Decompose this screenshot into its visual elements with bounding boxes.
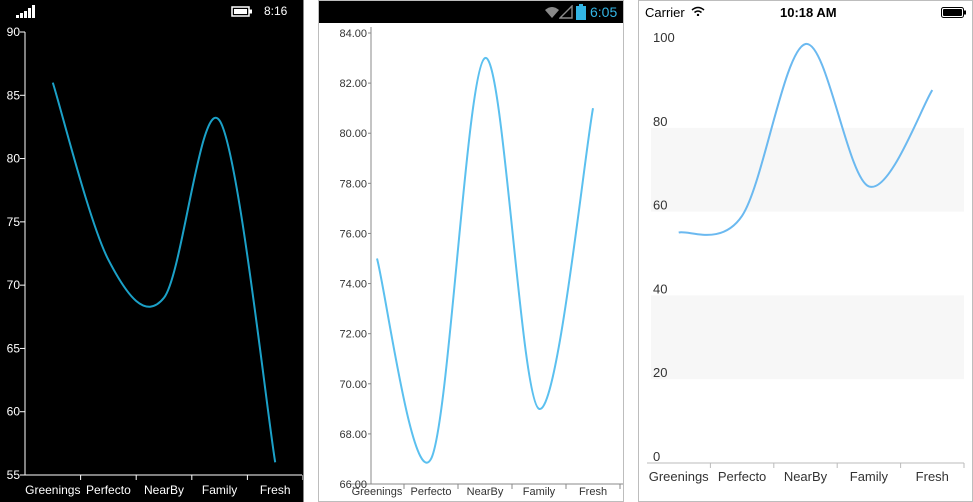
x-tick-label: Greenings — [649, 469, 709, 484]
y-tick-label: 70 — [7, 278, 21, 292]
y-tick-label: 78.00 — [339, 178, 367, 190]
y-tick-label: 100 — [653, 30, 675, 45]
y-tick-label: 60 — [7, 405, 21, 419]
y-tick-label: 60 — [653, 198, 667, 213]
y-tick-label: 82.00 — [339, 78, 367, 90]
y-tick-label: 76.00 — [339, 228, 367, 240]
x-tick-label: Greenings — [25, 483, 80, 497]
series-line — [377, 58, 593, 463]
x-tick-label: Perfecto — [718, 469, 766, 484]
line-chart: 90 85 80 75 70 65 60 55 Greenings Perfecto NearBy F… — [0, 0, 304, 502]
ios-phone-screen: Carrier 10:18 AM 100 80 60 40 20 0 Greenings Pe… — [638, 0, 973, 502]
x-tick-label: Greenings — [352, 486, 403, 498]
y-tick-label: 55 — [7, 468, 21, 482]
y-tick-label: 80.00 — [339, 128, 367, 140]
series-line — [53, 83, 275, 463]
android-phone-screen: 6:05 84.00 82.00 80.00 78.00 76.00 74.00 72.00… — [318, 0, 624, 502]
y-tick-label: 70.00 — [339, 379, 367, 391]
x-tick-label: Family — [850, 469, 889, 484]
x-tick-label: NearBy — [784, 469, 828, 484]
line-chart: 100 80 60 40 20 0 Greenings Perfecto NearBy Famil… — [639, 1, 973, 502]
x-tick-label: Perfecto — [86, 483, 131, 497]
grid-band — [651, 295, 964, 379]
x-tick-label: NearBy — [144, 483, 184, 497]
line-chart: 84.00 82.00 80.00 78.00 76.00 74.00 72.00 70.00… — [319, 1, 624, 502]
y-tick-label: 80 — [653, 114, 667, 129]
y-tick-label: 74.00 — [339, 279, 367, 291]
x-tick-label: Family — [202, 483, 237, 497]
grid-band — [651, 128, 964, 212]
x-tick-label: NearBy — [467, 486, 504, 498]
x-tick-label: Fresh — [260, 483, 291, 497]
windows-phone-screen: 8:16 90 85 80 75 70 65 60 55 Greenings Perfecto Ne… — [0, 0, 304, 502]
x-tick-label: Fresh — [916, 469, 949, 484]
x-tick-label: Perfecto — [411, 486, 452, 498]
x-tick-label: Family — [523, 486, 556, 498]
y-tick-label: 90 — [7, 25, 21, 39]
y-tick-label: 68.00 — [339, 429, 367, 441]
y-tick-label: 80 — [7, 152, 21, 166]
y-tick-label: 0 — [653, 449, 660, 464]
y-tick-label: 20 — [653, 365, 667, 380]
y-tick-label: 75 — [7, 215, 21, 229]
x-tick-label: Fresh — [579, 486, 607, 498]
y-tick-label: 40 — [653, 281, 667, 296]
y-tick-label: 65 — [7, 341, 21, 355]
y-tick-label: 85 — [7, 88, 21, 102]
y-tick-label: 84.00 — [339, 28, 367, 40]
y-tick-label: 72.00 — [339, 329, 367, 341]
